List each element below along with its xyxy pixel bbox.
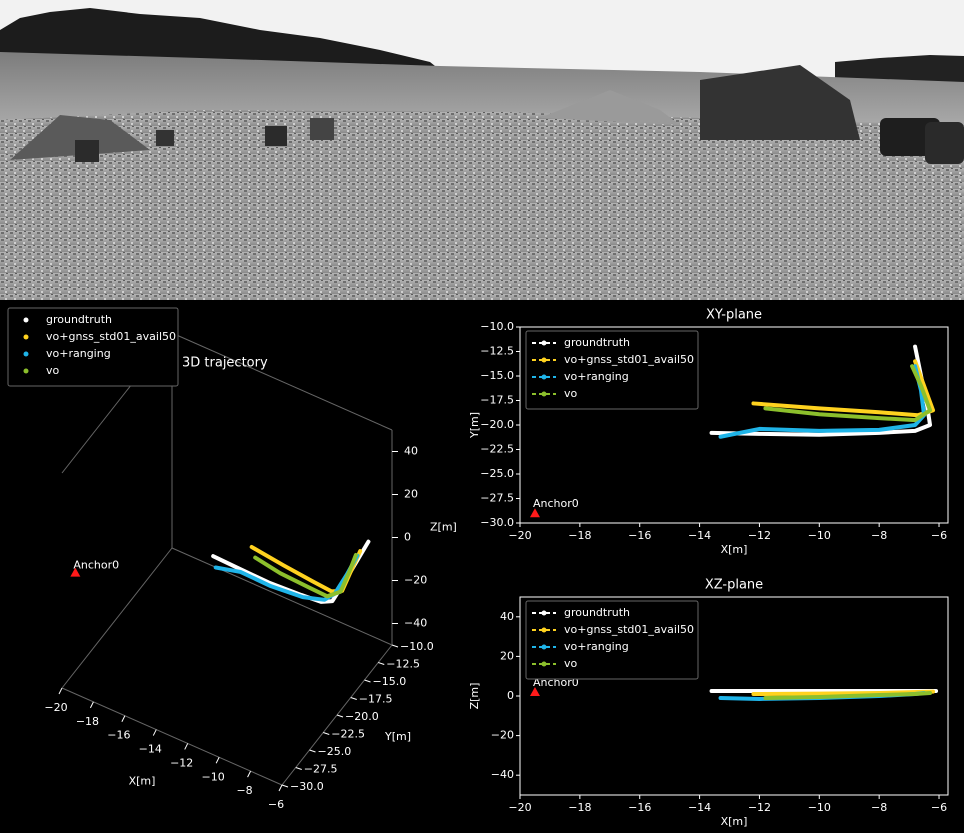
z-tick-label: −20 — [404, 574, 427, 587]
y-tick-label: −15.0 — [480, 369, 514, 382]
x-tick-label: −10 — [808, 801, 831, 814]
x-tick-label: −20 — [44, 701, 67, 714]
anchor-label: Anchor0 — [73, 559, 119, 572]
legend-label: vo — [46, 364, 60, 377]
x-tick-label: −10 — [808, 529, 831, 542]
legend-marker — [24, 352, 29, 357]
y-tick-label: 0 — [507, 689, 514, 702]
z-axis-label: Z[m] — [430, 521, 457, 534]
y-tick-label: −22.5 — [331, 728, 365, 741]
x-tick-label: −12 — [170, 756, 193, 769]
x-tick-label: −20 — [508, 529, 531, 542]
y-axis-label: Z[m] — [468, 683, 481, 710]
z-tick-label: −40 — [404, 617, 427, 630]
legend-label: vo+gnss_std01_avail50 — [46, 330, 176, 343]
x-tick-label: −14 — [139, 743, 162, 756]
y-tick-label: −20.0 — [345, 710, 379, 723]
z-tick-label: 20 — [404, 488, 418, 501]
y-tick-label: −17.5 — [359, 693, 393, 706]
x-tick-label: −8 — [871, 801, 887, 814]
y-tick-label: −22.5 — [480, 443, 514, 456]
y-tick-label: −10.0 — [400, 640, 434, 653]
x-axis-label: X[m] — [129, 775, 156, 788]
chart-title: 3D trajectory — [182, 356, 268, 371]
x-tick-label: −6 — [931, 529, 947, 542]
y-tick-label: −27.5 — [304, 763, 338, 776]
y-tick-label: −10.0 — [480, 320, 514, 333]
y-tick-label: −25.0 — [480, 467, 514, 480]
x-tick-label: −20 — [508, 801, 531, 814]
legend-marker — [542, 628, 547, 633]
anchor-label: Anchor0 — [533, 497, 579, 510]
legend-label: groundtruth — [564, 336, 630, 349]
legend-marker — [24, 369, 29, 374]
y-tick-label: 40 — [500, 610, 514, 623]
page: −20 −18 −16 −14 −12 −10 −8 −6 −30.0 −27.5 −25.0 −22… — [0, 0, 964, 833]
x-tick-label: −16 — [628, 801, 651, 814]
x-tick-label: −14 — [688, 801, 711, 814]
x-tick-label: −8 — [871, 529, 887, 542]
y-axis-label: Y[m] — [384, 730, 411, 743]
y-tick-label: −30.0 — [290, 780, 324, 793]
x-tick-label: −12 — [748, 529, 771, 542]
legend-marker — [542, 645, 547, 650]
z-tick-label: 40 — [404, 445, 418, 458]
x-tick-label: −18 — [568, 801, 591, 814]
x-tick-label: −10 — [202, 770, 225, 783]
legend-marker — [542, 358, 547, 363]
y-tick-label: −15.0 — [373, 675, 407, 688]
y-axis-label: Y[m] — [468, 412, 481, 439]
legend-label: vo — [564, 657, 578, 670]
chart-title: XZ-plane — [705, 578, 763, 593]
legend-marker — [542, 392, 547, 397]
y-tick-label: −30.0 — [480, 516, 514, 529]
x-tick-label: −18 — [76, 715, 99, 728]
x-tick-label: −16 — [628, 529, 651, 542]
x-tick-label: −6 — [931, 801, 947, 814]
legend-marker — [542, 375, 547, 380]
x-axis-label: X[m] — [721, 543, 748, 556]
legend-marker — [542, 662, 547, 667]
legend-marker — [24, 318, 29, 323]
x-tick-label: −12 — [748, 801, 771, 814]
x-axis-label: X[m] — [721, 815, 748, 828]
legend-label: vo+ranging — [564, 370, 629, 383]
x-tick-label: −14 — [688, 529, 711, 542]
x-tick-label: −8 — [236, 784, 252, 797]
photo — [0, 0, 964, 300]
legend-label: vo+gnss_std01_avail50 — [564, 353, 694, 366]
legend-marker — [542, 611, 547, 616]
y-tick-label: −12.5 — [480, 345, 514, 358]
legend-label: groundtruth — [564, 606, 630, 619]
y-tick-label: 20 — [500, 649, 514, 662]
y-tick-label: −27.5 — [480, 492, 514, 505]
y-tick-label: −12.5 — [386, 658, 420, 671]
z-tick-label: 0 — [404, 531, 411, 544]
x-tick-label: −18 — [568, 529, 591, 542]
legend-marker — [542, 341, 547, 346]
y-tick-label: −20.0 — [480, 418, 514, 431]
y-tick-label: −20 — [491, 729, 514, 742]
y-tick-label: −25.0 — [318, 745, 352, 758]
legend-label: vo — [564, 387, 578, 400]
y-tick-label: −40 — [491, 768, 514, 781]
legend-label: groundtruth — [46, 313, 112, 326]
x-tick-label: −6 — [268, 798, 284, 811]
legend-label: vo+gnss_std01_avail50 — [564, 623, 694, 636]
chart-title: XY-plane — [706, 308, 762, 323]
legend-label: vo+ranging — [46, 347, 111, 360]
legend-label: vo+ranging — [564, 640, 629, 653]
y-tick-label: −17.5 — [480, 394, 514, 407]
x-tick-label: −16 — [107, 729, 130, 742]
legend-marker — [24, 335, 29, 340]
